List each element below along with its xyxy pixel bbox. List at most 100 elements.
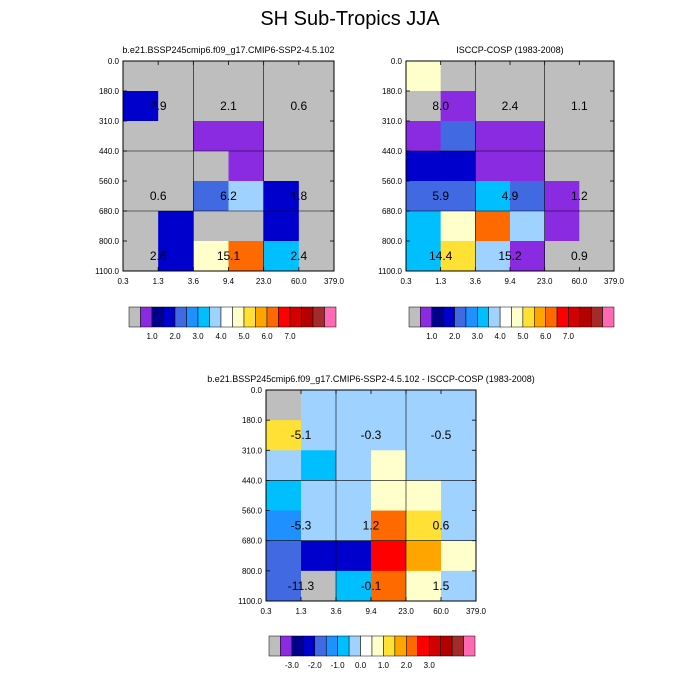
heatmap-cell	[336, 510, 372, 542]
cell-value-label: 5.9	[432, 189, 449, 203]
heatmap-cell	[158, 151, 194, 182]
colorbar-label: 7.0	[284, 332, 296, 341]
colorbar-swatch	[511, 306, 524, 328]
colorbar-swatch	[477, 306, 489, 328]
colorbar-swatch	[243, 306, 256, 328]
heatmap-cell	[544, 241, 580, 272]
colorbar-swatch	[255, 306, 268, 328]
heatmap-cell	[475, 91, 511, 122]
heatmap-cell	[336, 390, 372, 421]
heatmap-cell	[579, 91, 615, 122]
heatmap-cell	[228, 91, 265, 122]
x-tick-label: 379.0	[604, 277, 625, 286]
heatmap-cell	[475, 121, 511, 152]
heatmap-cell	[510, 241, 546, 272]
y-tick-label: 800.0	[99, 237, 120, 246]
heatmap-cell	[406, 61, 442, 92]
x-tick-label: 60.0	[291, 277, 307, 286]
x-tick-label: 3.6	[330, 607, 342, 616]
x-tick-label: 1.3	[295, 607, 307, 616]
heatmap-cell	[544, 181, 580, 212]
heatmap-cell	[406, 390, 442, 421]
colorbar-swatch	[420, 306, 433, 328]
heatmap-cell	[298, 151, 335, 182]
heatmap-cell	[406, 450, 442, 481]
heatmap-cell	[336, 450, 372, 481]
heatmap-cell	[544, 151, 580, 182]
heatmap-cell	[441, 420, 477, 451]
colorbar-label: 1.0	[146, 332, 158, 341]
heatmap-cell	[263, 121, 300, 152]
colorbar-swatch	[522, 306, 535, 328]
heatmap-cell	[263, 211, 300, 242]
colorbar-label: 3.0	[424, 661, 436, 670]
colorbar-swatch	[266, 306, 279, 328]
heatmap-cell	[406, 151, 442, 182]
y-tick-label: 1100.0	[238, 597, 262, 606]
heatmap-cell	[123, 181, 159, 212]
colorbar-swatch	[232, 306, 245, 328]
y-tick-label: 180.0	[99, 87, 120, 96]
heatmap-cell	[301, 420, 337, 451]
heatmap-cell	[193, 121, 229, 152]
colorbar-swatch	[325, 635, 338, 657]
heatmap-cell	[228, 151, 265, 182]
colorbar-swatch	[440, 635, 453, 657]
cell-value-label: 1.8	[290, 189, 307, 203]
x-tick-label: 0.3	[260, 607, 272, 616]
heatmap-cell	[406, 181, 442, 212]
heatmap-cell	[301, 540, 337, 572]
y-tick-label: 560.0	[242, 507, 263, 516]
heatmap-cell	[228, 211, 265, 242]
panel-title: b.e21.BSSP245cmip6.f09_g17.CMIP6-SSP2-4.…	[122, 45, 334, 55]
heatmap-cell	[440, 121, 476, 152]
heatmap-cell	[510, 121, 546, 152]
cell-value-label: -11.3	[288, 579, 315, 593]
cell-value-label: 6.2	[220, 189, 237, 203]
heatmap-cell	[301, 390, 337, 421]
heatmap-cell	[123, 241, 159, 272]
colorbar-swatch	[197, 306, 210, 328]
cell-value-label: 2.9	[150, 99, 167, 113]
heatmap-cell	[406, 121, 442, 152]
x-tick-label: 9.4	[223, 277, 235, 286]
colorbar-swatch	[488, 306, 501, 328]
cell-value-label: -5.1	[291, 428, 312, 442]
heatmap-cell	[579, 61, 615, 92]
heatmap-panel-2: ISCCP-COSP (1983-2008) 0.0 180.0 310.0 440.0…	[378, 45, 624, 341]
colorbar-label: 4.0	[495, 332, 507, 341]
heatmap-cell	[301, 570, 337, 602]
x-tick-label: 60.0	[433, 607, 449, 616]
colorbar-label: 1.0	[378, 661, 390, 670]
heatmap-cell	[193, 241, 229, 272]
heatmap-cell	[441, 570, 477, 602]
heatmap-cell	[158, 211, 194, 242]
heatmap-cell	[263, 91, 300, 122]
x-tick-label: 9.4	[365, 607, 377, 616]
colorbar-swatch	[151, 306, 164, 328]
x-tick-label: 3.6	[188, 277, 200, 286]
heatmap-cell	[193, 61, 229, 92]
heatmap-cell	[510, 61, 546, 92]
colorbar: 1.0 2.0 3.0 4.0 5.0 6.0 7.0	[408, 306, 615, 341]
colorbar-swatch	[301, 306, 314, 328]
colorbar-swatch	[140, 306, 153, 328]
y-tick-label: 680.0	[242, 537, 263, 546]
heatmap-cell	[123, 91, 159, 122]
colorbar-swatch	[128, 306, 141, 328]
heatmap-cell	[406, 480, 442, 511]
y-tick-label: 560.0	[382, 177, 403, 186]
heatmap-cell	[579, 121, 615, 152]
cell-value-label: -0.3	[361, 428, 382, 442]
colorbar-swatch	[465, 306, 478, 328]
colorbar: -3.0 -2.0 -1.0 0.0 1.0 2.0 3.0	[268, 635, 476, 670]
colorbar-swatch	[303, 635, 316, 657]
heatmap-cell	[406, 540, 442, 572]
y-tick-label: 0.0	[108, 57, 120, 66]
heatmap-cell	[228, 241, 265, 272]
heatmap-cell	[475, 181, 511, 212]
heatmap-cell	[371, 510, 407, 542]
colorbar-label: -1.0	[331, 661, 345, 670]
heatmap-cell	[510, 91, 546, 122]
x-tick-label: 23.0	[398, 607, 414, 616]
